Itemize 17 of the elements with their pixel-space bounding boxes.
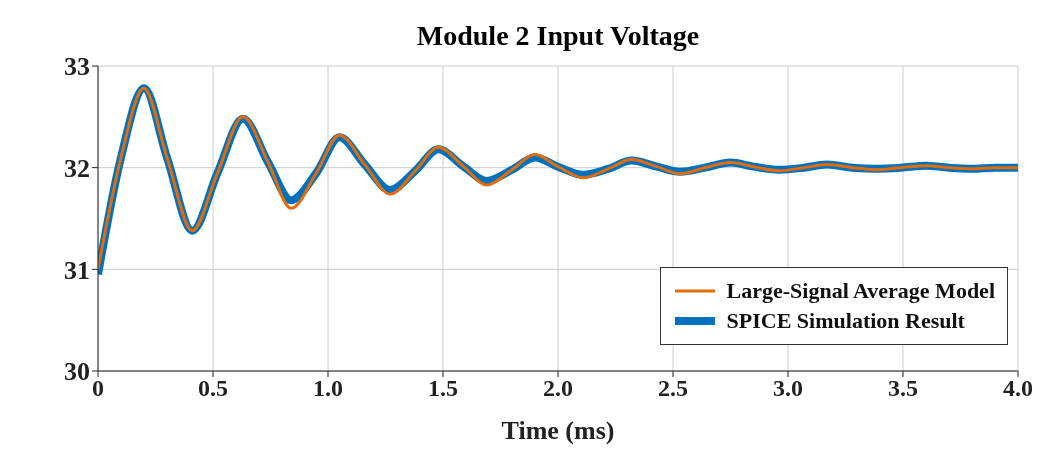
legend-label: Large-Signal Average Model [726,278,995,304]
y-tick-label: 32 [64,153,90,183]
y-tick-label: 33 [64,52,90,82]
legend-label: SPICE Simulation Result [726,308,965,334]
x-tick-label: 0 [92,375,104,402]
x-tick-label: 1.5 [428,375,458,402]
x-tick-label: 2.0 [543,375,573,402]
x-tick-label: 2.5 [658,375,688,402]
x-tick-label: 0.5 [198,375,228,402]
x-tick-label: 3.5 [888,375,918,402]
y-tick-label: 30 [64,357,90,387]
x-axis-title: Time (ms) [501,416,615,445]
x-tick-label: 1.0 [313,375,343,402]
chart-title: Module 2 Input Voltage [416,20,700,51]
x-tick-label: 3.0 [773,375,803,402]
y-tick-label: 31 [64,255,90,285]
x-tick-label: 4.0 [1003,375,1033,402]
